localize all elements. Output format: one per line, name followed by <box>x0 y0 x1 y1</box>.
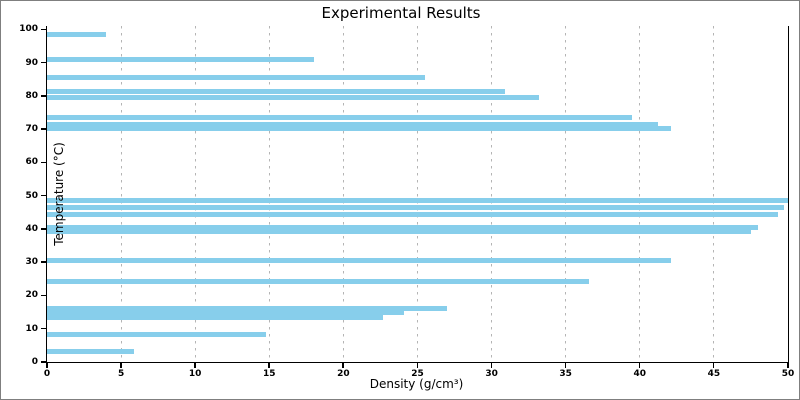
plot-area <box>46 26 789 363</box>
y-tick-mark <box>41 161 46 164</box>
x-tick-label: 25 <box>411 369 424 379</box>
x-tick-mark <box>712 363 715 368</box>
bar-temp-70.3 <box>47 125 671 131</box>
y-tick-label: 80 <box>25 90 38 101</box>
y-tick-mark <box>41 128 46 130</box>
x-tick-mark <box>787 363 789 368</box>
bar-temp-24.2 <box>47 278 590 284</box>
y-tick-label: 50 <box>25 190 38 201</box>
y-tick-mark <box>41 61 46 64</box>
x-tick-mark <box>416 363 418 368</box>
x-tick-label: 5 <box>117 369 125 379</box>
bar-temp-14.8 <box>47 310 405 316</box>
y-tick-label: 10 <box>25 323 38 334</box>
x-tick-label: 10 <box>188 369 202 379</box>
y-axis-label: Temperature (°C) <box>51 142 66 246</box>
x-tick-label: 20 <box>337 369 350 379</box>
x-tick-label: 45 <box>707 369 721 379</box>
bar-temp-16.2 <box>47 305 448 311</box>
bar-temp-73.4 <box>47 115 633 121</box>
y-tick-label: 100 <box>19 24 38 35</box>
bar-temp-85.4 <box>47 75 425 81</box>
y-tick-mark <box>41 95 46 97</box>
bar-temp-48.5 <box>47 198 788 204</box>
x-axis-label: Density (g/cm³) <box>369 377 464 391</box>
bar-temp-98.3 <box>47 32 107 38</box>
x-tick-label: 35 <box>559 369 572 379</box>
x-tick-mark <box>46 363 48 368</box>
x-tick-mark <box>120 363 122 368</box>
x-tick-mark <box>490 363 493 368</box>
bar-temp-44.4 <box>47 211 778 217</box>
y-tick-label: 0 <box>31 357 38 367</box>
bar-temp-13.4 <box>47 314 384 320</box>
chart-title: Experimental Results <box>321 4 481 22</box>
bar-temp-81.4 <box>47 88 505 94</box>
y-tick-mark <box>41 361 46 363</box>
gridline-x-30 <box>491 26 493 362</box>
x-tick-mark <box>342 363 344 368</box>
y-tick-mark <box>41 261 46 263</box>
bar-temp-40.5 <box>47 224 759 230</box>
bar-temp-46.4 <box>47 205 784 211</box>
bar-temp-8.4 <box>47 331 267 337</box>
x-tick-mark <box>564 363 567 368</box>
gridline-x-35 <box>565 26 567 362</box>
x-tick-mark <box>194 363 196 368</box>
y-tick-label: 40 <box>25 223 38 234</box>
x-tick-label: 40 <box>633 369 647 379</box>
gridline-x-20 <box>342 26 344 362</box>
x-tick-mark <box>268 363 270 368</box>
gridline-x-45 <box>713 26 715 362</box>
bar-temp-39.1 <box>47 229 751 235</box>
y-tick-label: 60 <box>25 157 38 168</box>
y-tick-mark <box>41 228 46 230</box>
bar-temp-79.4 <box>47 95 540 101</box>
gridline-x-10 <box>194 26 196 362</box>
y-tick-label: 20 <box>25 290 38 301</box>
gridline-x-5 <box>120 26 122 362</box>
y-tick-mark <box>41 194 46 197</box>
x-tick-mark <box>638 363 641 368</box>
y-tick-label: 70 <box>25 124 38 135</box>
x-tick-label: 30 <box>485 369 498 379</box>
bar-temp-71.3 <box>47 122 658 128</box>
bar-temp-30.4 <box>47 258 671 264</box>
y-tick-mark <box>41 294 46 297</box>
y-tick-mark <box>41 327 46 330</box>
bar-temp-90.8 <box>47 57 314 63</box>
gridline-x-15 <box>268 26 270 362</box>
gridline-x-25 <box>417 26 418 362</box>
y-tick-label: 90 <box>25 57 38 68</box>
y-tick-mark <box>41 28 46 31</box>
x-tick-label: 50 <box>781 369 795 379</box>
gridline-x-40 <box>639 26 641 362</box>
x-tick-label: 0 <box>43 369 51 379</box>
bar-temp-3.2 <box>47 348 135 354</box>
x-tick-label: 15 <box>263 369 276 379</box>
y-tick-label: 30 <box>25 257 38 268</box>
